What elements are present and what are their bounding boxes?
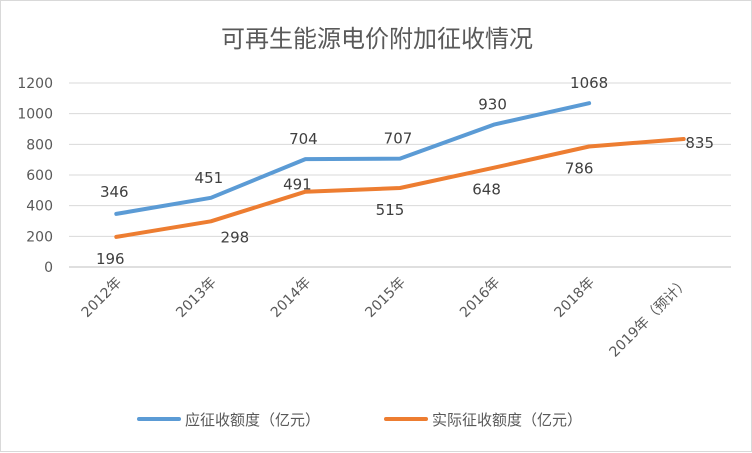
- series-line: [114, 137, 686, 239]
- x-tick-label: 2018年: [552, 275, 598, 321]
- x-tick-label: 2014年: [268, 275, 314, 321]
- legend: 应征收额度（亿元） 实际征收额度（亿元）: [137, 411, 582, 429]
- y-tick-label: 0: [44, 260, 53, 276]
- data-label: 515: [376, 201, 405, 219]
- y-axis-ticks: 0 200 400 600 800 1000 1200: [17, 76, 53, 276]
- series-line: [114, 101, 592, 216]
- data-label: 298: [221, 228, 250, 246]
- y-tick-label: 200: [26, 229, 53, 245]
- x-tick-label: 2019年（预计）: [607, 275, 693, 361]
- data-label: 707: [384, 130, 413, 148]
- data-label: 346: [100, 183, 129, 201]
- y-tick-label: 800: [26, 137, 53, 153]
- x-axis-ticks: 2012年 2013年 2014年 2015年 2016年 2018年 2019年（预计）: [79, 275, 693, 361]
- data-label: 786: [565, 159, 594, 177]
- y-tick-label: 600: [26, 168, 53, 184]
- x-tick-label: 2013年: [173, 275, 219, 321]
- x-tick-label: 2012年: [79, 275, 125, 321]
- data-label: 930: [478, 95, 507, 113]
- data-label: 704: [289, 130, 318, 148]
- data-label: 648: [472, 181, 501, 199]
- data-labels: 346 451 704 707 930 1068 196 298 491 515 648 786 835: [96, 74, 714, 268]
- data-label: 835: [685, 134, 714, 152]
- chart-title: 可再生能源电价附加征收情况: [221, 25, 533, 53]
- data-label: 1068: [570, 74, 608, 92]
- legend-label: 实际征收额度（亿元）: [432, 411, 582, 429]
- data-label: 491: [283, 176, 312, 194]
- data-label: 196: [96, 250, 125, 268]
- legend-label: 应征收额度（亿元）: [185, 411, 320, 429]
- data-label: 451: [195, 169, 224, 187]
- gridlines: [69, 82, 731, 268]
- x-tick-label: 2016年: [457, 275, 503, 321]
- x-tick-label: 2015年: [362, 275, 408, 321]
- series-lines: [114, 101, 686, 239]
- y-tick-label: 1200: [17, 76, 53, 92]
- y-tick-label: 400: [26, 199, 53, 215]
- y-tick-label: 1000: [17, 107, 53, 123]
